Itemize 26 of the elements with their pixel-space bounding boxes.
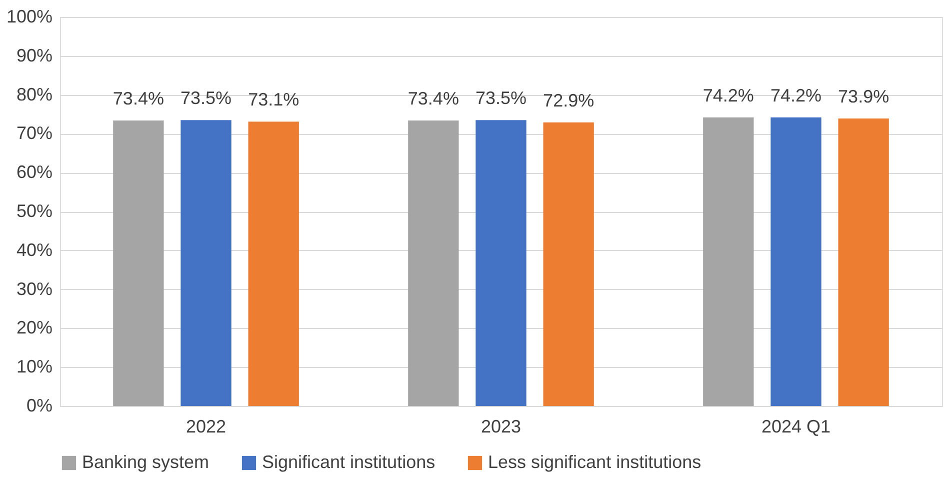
y-tick-label: 40% xyxy=(16,240,52,260)
y-tick-label: 70% xyxy=(16,123,52,144)
y-tick-label: 20% xyxy=(16,318,52,338)
x-tick-label: 2024 Q1 xyxy=(761,416,831,436)
data-label: 73.9% xyxy=(838,86,890,107)
data-label: 72.9% xyxy=(543,90,594,110)
data-label: 73.4% xyxy=(408,88,459,108)
data-label: 74.2% xyxy=(770,85,822,106)
data-label: 73.5% xyxy=(180,88,232,108)
y-tick-label: 80% xyxy=(16,84,52,104)
y-tick-label: 10% xyxy=(16,356,52,377)
data-label: 73.1% xyxy=(248,90,300,110)
legend-label: Significant institutions xyxy=(262,452,436,472)
y-tick-label: 90% xyxy=(16,45,52,66)
y-tick-label: 100% xyxy=(6,6,52,26)
legend-label: Less significant institutions xyxy=(488,452,702,472)
legend-label: Banking system xyxy=(82,452,210,472)
data-label: 73.4% xyxy=(112,88,164,108)
x-tick-label: 2023 xyxy=(480,416,522,436)
y-tick-label: 60% xyxy=(16,162,52,182)
data-label: 73.5% xyxy=(475,88,527,108)
y-tick-label: 0% xyxy=(26,396,52,416)
data-label: 74.2% xyxy=(702,85,754,106)
y-tick-label: 30% xyxy=(16,278,52,299)
x-tick-label: 2022 xyxy=(186,416,226,436)
y-tick-label: 50% xyxy=(16,201,52,221)
